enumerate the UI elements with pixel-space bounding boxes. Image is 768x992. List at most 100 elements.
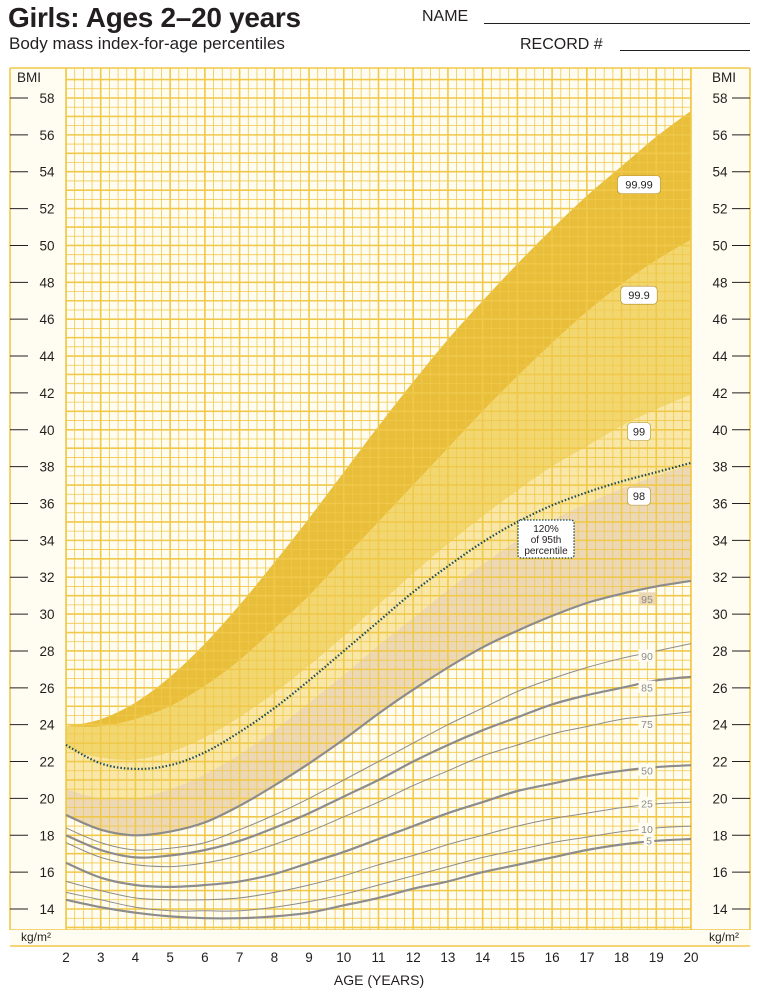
x-tick-label: 20 xyxy=(683,950,698,965)
y-tick-label-right: 40 xyxy=(712,423,727,438)
y-tick-label-left: 48 xyxy=(39,275,54,290)
label-p75: 75 xyxy=(641,719,653,731)
y-tick-label-left: 32 xyxy=(39,570,54,585)
side-panel xyxy=(691,68,750,930)
x-tick-label: 15 xyxy=(510,950,525,965)
y-tick-label-left: 54 xyxy=(39,165,55,180)
record-label: RECORD # xyxy=(520,36,603,53)
label-p85-bg xyxy=(638,680,656,693)
curve-p25 xyxy=(65,801,692,901)
y-axis-label-left: BMI xyxy=(17,70,41,85)
x-strip xyxy=(10,930,750,946)
y-tick-label-right: 22 xyxy=(712,755,727,770)
y-tick-label-right: 50 xyxy=(712,238,727,253)
label-p99: 99 xyxy=(633,427,645,439)
x-axis-label: AGE (YEARS) xyxy=(334,972,424,988)
unit-label-right: kg/m² xyxy=(709,930,739,944)
callout-line: percentile xyxy=(524,546,568,557)
label-p90: 90 xyxy=(641,651,653,663)
y-tick-label-right: 18 xyxy=(712,828,727,843)
label-p95-bg xyxy=(638,592,656,605)
label-p99-box xyxy=(627,422,651,441)
y-tick-label-right: 38 xyxy=(712,460,727,475)
y-tick-label-right: 58 xyxy=(712,91,727,106)
label-p90-bg xyxy=(638,649,656,662)
y-tick-label-left: 30 xyxy=(39,607,54,622)
y-tick-label-right: 32 xyxy=(712,570,727,585)
label-p85: 85 xyxy=(641,682,653,694)
y-tick-label-right: 26 xyxy=(712,681,727,696)
y-tick-label-left: 50 xyxy=(39,238,54,253)
x-tick-label: 7 xyxy=(236,950,244,965)
y-tick-label-left: 14 xyxy=(39,902,55,917)
label-p25-bg xyxy=(638,796,656,809)
y-tick-label-left: 28 xyxy=(39,644,54,659)
x-tick-label: 9 xyxy=(305,950,313,965)
y-tick-label-right: 16 xyxy=(712,865,727,880)
y-tick-label-left: 40 xyxy=(39,423,54,438)
x-tick-label: 19 xyxy=(649,950,664,965)
grid xyxy=(9,67,751,947)
y-tick-label-left: 16 xyxy=(39,865,54,880)
x-tick-label: 13 xyxy=(440,950,455,965)
record-input-line[interactable] xyxy=(620,50,750,51)
curve-p75 xyxy=(65,711,692,868)
y-tick-label-left: 58 xyxy=(39,91,54,106)
label-p99-9-box xyxy=(620,285,658,305)
y-tick-label-right: 34 xyxy=(712,533,728,548)
curve-p95 xyxy=(65,579,692,837)
x-tick-label: 17 xyxy=(579,950,594,965)
y-tick-label-right: 36 xyxy=(712,497,727,512)
chart-subtitle: Body mass index-for-age percentiles xyxy=(9,34,285,53)
y-tick-label-left: 24 xyxy=(39,718,55,733)
y-tick-label-right: 14 xyxy=(712,902,728,917)
side-panel xyxy=(10,68,66,930)
y-tick-label-right: 52 xyxy=(712,202,727,217)
y-tick-label-left: 18 xyxy=(39,828,54,843)
name-label: NAME xyxy=(422,8,469,25)
label-p50: 50 xyxy=(641,765,653,777)
y-tick-label-left: 26 xyxy=(39,681,54,696)
label-p75-bg xyxy=(638,717,656,730)
label-p50-bg xyxy=(638,763,656,776)
x-tick-label: 5 xyxy=(166,950,174,965)
y-tick-label-left: 34 xyxy=(39,533,55,548)
y-tick-label-right: 20 xyxy=(712,791,727,806)
label-p10-bg xyxy=(638,822,656,835)
x-tick-label: 14 xyxy=(475,950,491,965)
x-tick-label: 2 xyxy=(62,950,70,965)
y-tick-label-right: 28 xyxy=(712,644,727,659)
x-tick-label: 4 xyxy=(132,950,140,965)
y-tick-label-right: 48 xyxy=(712,275,727,290)
y-tick-label-right: 46 xyxy=(712,312,727,327)
callout-line: of 95th xyxy=(531,535,562,546)
chart-title: Girls: Ages 2–20 years xyxy=(8,2,301,33)
curve-p90 xyxy=(65,643,692,851)
label-p98: 98 xyxy=(633,491,645,503)
label-p99-9: 99.9 xyxy=(628,290,649,302)
y-tick-label-left: 42 xyxy=(39,386,54,401)
x-tick-label: 6 xyxy=(201,950,209,965)
label-p25: 25 xyxy=(641,798,653,810)
y-tick-label-right: 54 xyxy=(712,165,728,180)
label-p5-bg xyxy=(643,833,655,846)
y-tick-label-left: 46 xyxy=(39,312,54,327)
y-tick-label-right: 42 xyxy=(712,386,727,401)
y-tick-label-right: 24 xyxy=(712,718,728,733)
x-tick-label: 10 xyxy=(336,950,351,965)
y-tick-label-left: 56 xyxy=(39,128,54,143)
y-tick-label-left: 38 xyxy=(39,460,54,475)
x-tick-label: 16 xyxy=(545,950,560,965)
curve-p5 xyxy=(65,837,692,920)
label-p99-99: 99.99 xyxy=(625,180,653,192)
callout-line: 120% xyxy=(533,524,559,535)
y-tick-label-left: 52 xyxy=(39,202,54,217)
label-p5: 5 xyxy=(646,835,652,847)
name-input-line[interactable] xyxy=(484,23,750,24)
curve-labels: 99.99 99.9 99 98 95 90 85 75 50 25 105 120%of 95thp… xyxy=(517,175,661,847)
label-p10: 10 xyxy=(641,824,653,836)
x-tick-label: 18 xyxy=(614,950,629,965)
y-tick-label-right: 56 xyxy=(712,128,727,143)
